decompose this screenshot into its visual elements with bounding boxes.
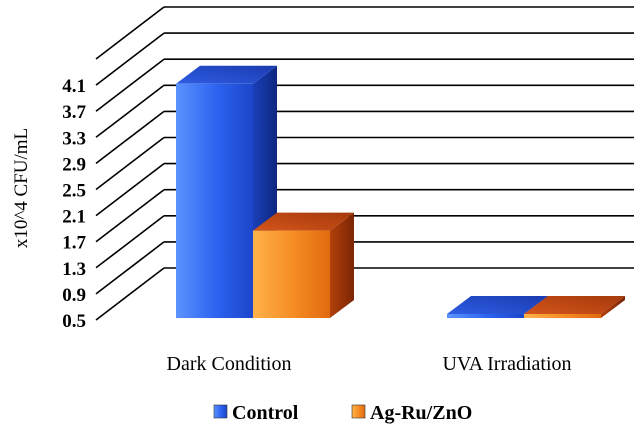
- bar-front: [253, 230, 330, 318]
- legend-label: Ag-Ru/ZnO: [370, 402, 472, 424]
- gridline-diagonal: [95, 241, 165, 295]
- bar-front: [524, 314, 601, 318]
- bar-front: [176, 83, 253, 318]
- x-category-label: Dark Condition: [167, 353, 292, 375]
- y-tick-label: 2.9: [62, 154, 86, 175]
- bar-ag-ru-zno-0: [253, 212, 354, 318]
- bar-side: [601, 296, 625, 318]
- bar-top: [253, 212, 354, 231]
- bar-side: [330, 212, 354, 318]
- legend-label: Control: [232, 402, 299, 424]
- y-tick-label: 4.1: [62, 76, 86, 97]
- y-axis-ticks: 0.5 0.9 1.3 1.7 2.1 2.5 2.9 3.3 3.7 4.1: [62, 76, 86, 332]
- y-tick-label: 0.5: [62, 311, 86, 332]
- bar-top: [524, 296, 625, 314]
- legend-swatch: [213, 404, 228, 419]
- y-tick-label: 2.1: [62, 207, 86, 228]
- gridline-diagonal: [95, 58, 165, 112]
- gridline-diagonal: [95, 84, 165, 138]
- legend-item: Ag-Ru/ZnO: [351, 402, 472, 424]
- bar-ag-ru-zno-1: [524, 296, 625, 318]
- gridline-diagonal: [95, 110, 165, 165]
- bar-top: [176, 65, 277, 84]
- legend-swatch: [351, 404, 366, 419]
- gridline-diagonal: [95, 267, 165, 321]
- bars: [176, 65, 625, 318]
- y-tick-label: 1.7: [62, 233, 86, 254]
- bar-top: [447, 296, 548, 314]
- bar-front: [447, 314, 524, 318]
- gridline-diagonal: [95, 215, 165, 269]
- y-tick-label: 3.3: [62, 128, 86, 149]
- gridline-diagonal: [95, 189, 165, 243]
- gridline-diagonal: [95, 6, 165, 60]
- legend-item: Control: [213, 402, 299, 424]
- x-axis-categories: Dark Condition UVA Irradiation: [167, 353, 572, 375]
- gridline-diagonal: [95, 162, 165, 217]
- y-tick-label: 0.9: [62, 285, 86, 306]
- y-tick-label: 2.5: [62, 181, 86, 202]
- y-tick-label: 3.7: [62, 102, 86, 123]
- y-axis-title: x10^4 CFU/mL: [11, 128, 32, 248]
- x-category-label: UVA Irradiation: [442, 353, 571, 375]
- y-tick-label: 1.3: [62, 259, 86, 280]
- gridline-diagonal: [95, 136, 165, 191]
- legend: Control Ag-Ru/ZnO: [213, 402, 472, 424]
- gridline-diagonal: [95, 32, 165, 86]
